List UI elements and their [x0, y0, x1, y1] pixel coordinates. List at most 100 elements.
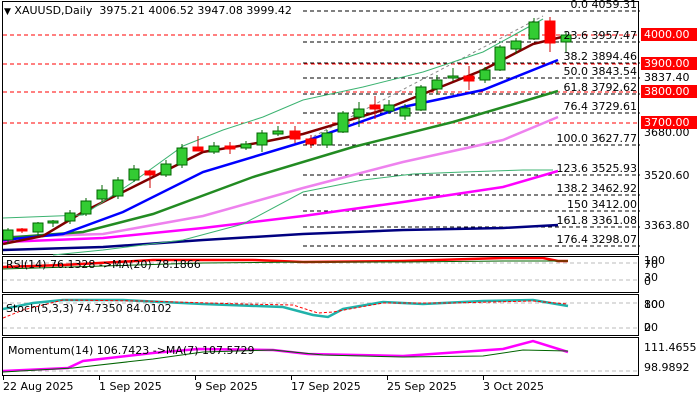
fib-level-label: 138.2 3462.92 — [556, 182, 637, 195]
fib-level-label: 0.0 4059.31 — [570, 0, 637, 11]
fib-level-label: 150 3412.00 — [567, 198, 637, 211]
fib-level-label: 61.8 3792.62 — [563, 81, 637, 94]
rsi-line — [3, 257, 568, 269]
symbol-label: XAUUSD,Daily — [14, 4, 93, 17]
ma-blue — [3, 58, 559, 242]
rsi-axis-0: 0 — [644, 275, 651, 288]
rsi-axis-30: 30 — [644, 271, 658, 284]
date-axis-label: 25 Sep 2025 — [387, 380, 457, 393]
date-tick — [195, 376, 196, 380]
date-axis-label: 9 Sep 2025 — [195, 380, 258, 393]
bull-candle — [447, 75, 459, 79]
bear-candle — [305, 138, 317, 145]
rsi-canvas — [3, 257, 640, 281]
bull-candle — [3, 229, 14, 241]
bear-candle — [192, 146, 204, 152]
fib-level-label: 50.0 3843.54 — [563, 65, 637, 78]
momentum-canvas — [3, 339, 640, 373]
bull-candle — [494, 46, 506, 71]
date-axis-label: 3 Oct 2025 — [483, 380, 545, 393]
bollinger-lower — [52, 169, 553, 256]
bull-candle — [272, 130, 284, 135]
price-chart-canvas — [3, 10, 640, 256]
momentum-axis-high: 111.4655 — [644, 341, 697, 354]
bear-candle — [544, 20, 556, 44]
chart-title: ▼ XAUUSD,Daily 3975.21 4006.52 3947.08 3… — [4, 4, 292, 17]
bull-candle — [479, 69, 491, 81]
bull-candle — [80, 200, 92, 215]
bull-candle — [112, 179, 124, 197]
date-tick — [3, 376, 4, 380]
rsi-axis-70: 70 — [644, 258, 658, 271]
date-tick — [291, 376, 292, 380]
bull-candle — [399, 107, 411, 117]
bull-candle — [337, 112, 349, 133]
date-axis-label: 22 Aug 2025 — [3, 380, 74, 393]
bull-candle — [176, 147, 188, 166]
bear-candle — [144, 170, 156, 176]
rsi-axis-100: 100 — [644, 254, 665, 267]
momentum-axis-low: 98.9892 — [644, 361, 690, 374]
price-level-tag: 3700.00 — [641, 116, 697, 129]
price-level-tag: 4000.00 — [641, 28, 697, 41]
bull-candle — [240, 143, 252, 149]
fib-level-label: 161.8 3361.08 — [556, 214, 637, 227]
date-axis-label: 17 Sep 2025 — [291, 380, 361, 393]
bear-candle — [289, 130, 301, 140]
bull-candle — [528, 21, 540, 40]
ma-magenta — [3, 169, 559, 244]
stochastic-canvas — [3, 298, 640, 329]
bull-candle — [128, 168, 140, 181]
stoch-axis-80: 80 — [644, 298, 658, 311]
ma-violet — [3, 115, 559, 239]
rsi-panel[interactable]: RSI(14) 76.1328 ->MA(20) 78.1866 — [2, 256, 640, 293]
price-axis-label: 3520.60 — [644, 169, 690, 182]
fib-level-label: 176.4 3298.07 — [556, 233, 637, 246]
bear-candle — [224, 145, 236, 150]
bull-candle — [510, 40, 522, 50]
stochastic-label: Stoch(5,3,3) 74.7350 84.0102 — [6, 302, 172, 315]
stoch-axis-20: 20 — [644, 321, 658, 334]
triangle-down-icon[interactable]: ▼ — [4, 7, 11, 17]
bull-candle — [160, 163, 172, 176]
ma-maroon — [3, 34, 567, 246]
bull-candle — [64, 212, 76, 222]
ma-navy — [3, 223, 559, 252]
bull-candle — [32, 222, 44, 233]
rsi-ma-line — [3, 260, 568, 270]
price-axis-label: 3837.40 — [644, 71, 690, 84]
ohlc-values: 3975.21 4006.52 3947.08 3999.42 — [99, 4, 292, 17]
fib-level-label: 23.6 3957.47 — [563, 29, 637, 42]
bull-candle — [208, 145, 220, 153]
bear-candle — [369, 104, 381, 110]
bull-candle — [353, 108, 365, 118]
fib-level-label: 123.6 3525.93 — [556, 162, 637, 175]
price-chart-panel[interactable] — [2, 1, 640, 256]
bull-candle — [431, 79, 443, 90]
bull-candle — [415, 86, 427, 111]
bull-candle — [383, 104, 395, 112]
price-level-tag: 3900.00 — [641, 57, 697, 70]
date-tick — [483, 376, 484, 380]
ma-green — [3, 89, 559, 240]
bear-candle — [463, 75, 475, 82]
bull-candle — [96, 189, 108, 200]
bear-candle — [16, 228, 28, 232]
price-level-tag: 3800.00 — [641, 85, 697, 98]
stochastic-panel[interactable]: Stoch(5,3,3) 74.7350 84.0102 — [2, 294, 640, 336]
fib-level-label: 76.4 3729.61 — [563, 100, 637, 113]
date-axis-label: 1 Sep 2025 — [99, 380, 162, 393]
date-tick — [387, 376, 388, 380]
bull-candle — [47, 220, 59, 224]
bull-candle — [256, 132, 268, 146]
price-axis-label: 3680.00 — [644, 126, 690, 139]
momentum-panel[interactable]: Momentum(14) 106.7423 ->MA(7) 107.5729 — [2, 337, 640, 376]
momentum-label: Momentum(14) 106.7423 ->MA(7) 107.5729 — [8, 344, 255, 357]
fib-level-label: 100.0 3627.77 — [556, 132, 637, 145]
stoch-signal-line — [3, 299, 569, 319]
stoch-axis-100: 100 — [644, 298, 665, 311]
date-tick — [99, 376, 100, 380]
rsi-label: RSI(14) 76.1328 ->MA(20) 78.1866 — [6, 258, 201, 271]
bull-candle — [560, 34, 572, 43]
price-axis-label: 3363.80 — [644, 219, 690, 232]
